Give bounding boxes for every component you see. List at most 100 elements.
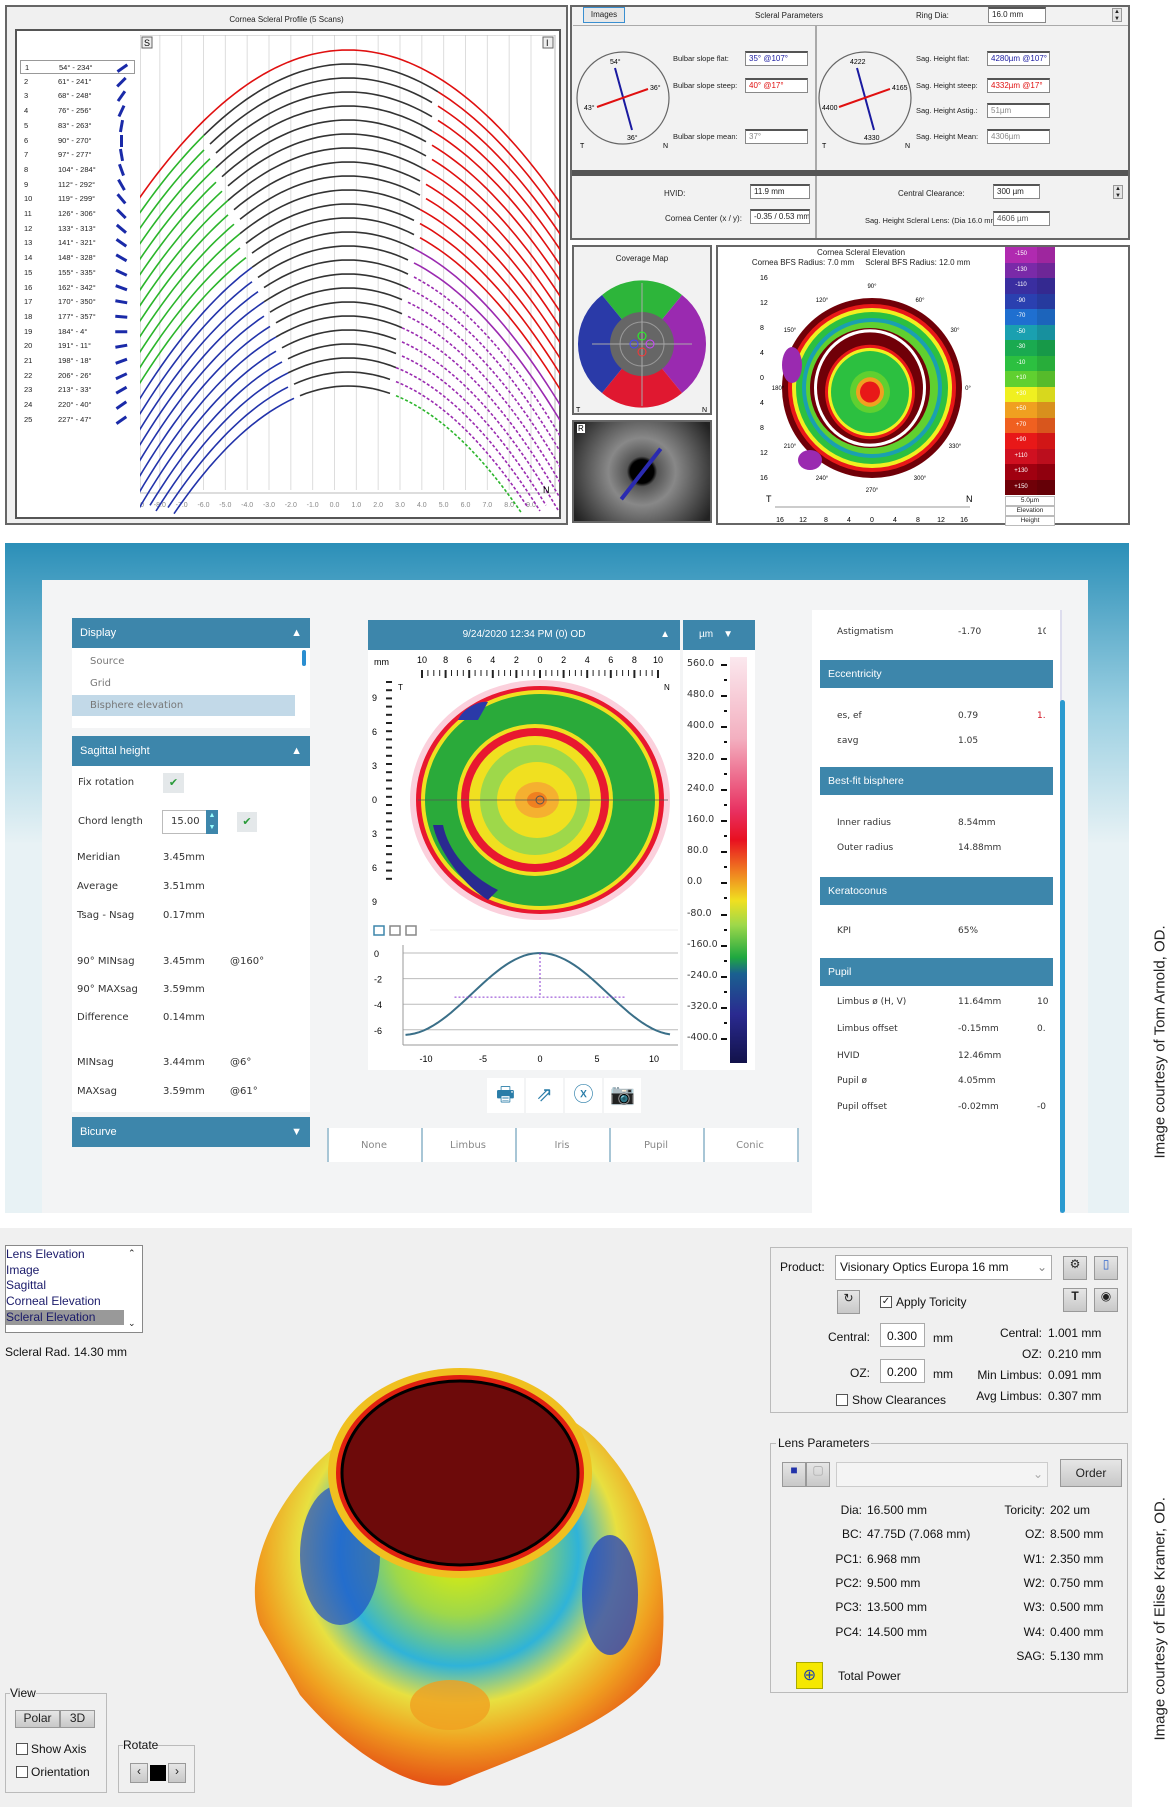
map-type-item[interactable]: Lens Elevation bbox=[6, 1247, 85, 1261]
collapse-icon: ▲ bbox=[660, 629, 670, 640]
unit-dropdown[interactable]: µm ▼ bbox=[683, 620, 755, 650]
scan-row[interactable]: 9 112° - 292° bbox=[20, 178, 135, 192]
lens-parameters-combo[interactable]: ⌄ bbox=[836, 1462, 1048, 1487]
rotate-left-button[interactable]: ‹ bbox=[130, 1763, 148, 1783]
order-button[interactable]: Order bbox=[1060, 1459, 1122, 1487]
list-scroll-up[interactable]: ⌃ bbox=[128, 1248, 136, 1258]
overlay-tab[interactable]: Iris bbox=[554, 1140, 570, 1151]
camera-button[interactable]: 📷 bbox=[604, 1078, 641, 1113]
scan-row[interactable]: 25 227° - 47° bbox=[20, 413, 135, 427]
sag-field[interactable]: 4306µm bbox=[987, 129, 1050, 144]
images-button[interactable]: Images bbox=[583, 7, 625, 23]
pupil-header[interactable]: Pupil bbox=[820, 958, 1053, 986]
bulbar-field[interactable]: 35° @107° bbox=[745, 51, 808, 66]
map-type-item[interactable]: Sagittal bbox=[6, 1278, 47, 1293]
scan-row[interactable]: 1 54° - 234° bbox=[20, 60, 135, 74]
scan-list[interactable]: 1 54° - 234° 2 61° - 241° 3 68° - 248° 4 76° - … bbox=[20, 60, 135, 435]
hvid-input[interactable]: 11.9 mm bbox=[750, 184, 810, 199]
central-input[interactable]: 0.300 bbox=[880, 1323, 925, 1347]
display-item[interactable]: Grid bbox=[90, 678, 111, 689]
overlay-tab[interactable]: None bbox=[360, 1140, 388, 1151]
total-power-button[interactable]: ⊕ bbox=[796, 1662, 823, 1689]
scan-row[interactable]: 11 126° - 306° bbox=[20, 207, 135, 221]
scan-row[interactable]: 10 119° - 299° bbox=[20, 192, 135, 206]
scan-row[interactable]: 21 198° - 18° bbox=[20, 354, 135, 368]
product-select[interactable]: Visionary Optics Europa 16 mm ⌄ bbox=[835, 1255, 1052, 1280]
refresh-button[interactable]: ↻ bbox=[837, 1290, 860, 1314]
ecc-header[interactable]: Eccentricity bbox=[820, 660, 1053, 688]
scan-row[interactable]: 17 170° - 350° bbox=[20, 295, 135, 309]
scan-row[interactable]: 4 76° - 256° bbox=[20, 104, 135, 118]
scan-row[interactable]: 5 83° - 263° bbox=[20, 119, 135, 133]
rotate-right-button[interactable]: › bbox=[168, 1763, 186, 1783]
sag-lens-input[interactable]: 4606 µm bbox=[993, 211, 1050, 226]
ring-dia-spinner[interactable]: ▲ ▼ bbox=[1112, 8, 1122, 22]
sag-field[interactable]: 4280µm @107° bbox=[987, 51, 1050, 66]
overlay-tab[interactable]: Pupil bbox=[643, 1140, 669, 1151]
3d-button[interactable]: 3D bbox=[60, 1710, 95, 1728]
scan-row[interactable]: 2 61° - 241° bbox=[20, 75, 135, 89]
scan-row[interactable]: 8 104° - 284° bbox=[20, 163, 135, 177]
right-scrollbar[interactable] bbox=[1060, 700, 1065, 1213]
list-scroll-down[interactable]: ⌄ bbox=[128, 1318, 136, 1328]
scan-row[interactable]: 22 206° - 26° bbox=[20, 369, 135, 383]
display-scrollbar[interactable] bbox=[302, 650, 306, 666]
scan-row[interactable]: 15 155° - 335° bbox=[20, 266, 135, 280]
scan-row[interactable]: 14 148° - 328° bbox=[20, 251, 135, 265]
eye-view-button[interactable]: ◉ bbox=[1094, 1288, 1118, 1312]
scan-row[interactable]: 7 97° - 277° bbox=[20, 148, 135, 162]
scan-row[interactable]: 16 162° - 342° bbox=[20, 281, 135, 295]
metric-extra: -0 bbox=[1037, 1102, 1046, 1112]
scan-row[interactable]: 23 213° - 33° bbox=[20, 383, 135, 397]
sagittal-height-header[interactable]: Sagittal height ▲ bbox=[72, 736, 310, 766]
central-clearance-input[interactable]: 300 µm bbox=[993, 184, 1040, 199]
show-axis-checkbox[interactable] bbox=[16, 1743, 28, 1755]
scan-row[interactable]: 13 141° - 321° bbox=[20, 236, 135, 250]
scan-row[interactable]: 6 90° - 270° bbox=[20, 134, 135, 148]
lens-library-button[interactable]: ⚙ bbox=[1063, 1256, 1087, 1280]
export-button[interactable]: ⇗ bbox=[526, 1078, 563, 1113]
scan-row[interactable]: 3 68° - 248° bbox=[20, 89, 135, 103]
new-document-button[interactable]: ▯ bbox=[1094, 1256, 1118, 1280]
close-button[interactable]: ⓧ bbox=[565, 1078, 602, 1113]
profile-title: Cornea Scleral Profile (5 Scans) bbox=[229, 15, 344, 24]
scan-row[interactable]: 24 220° - 40° bbox=[20, 398, 135, 412]
scan-row[interactable]: 18 177° - 357° bbox=[20, 310, 135, 324]
fix-rotation-checkbox[interactable]: ✔ bbox=[163, 773, 184, 793]
chord-length-spinner[interactable]: ▲ ▼ bbox=[206, 810, 218, 834]
orientation-checkbox[interactable] bbox=[16, 1766, 28, 1778]
scan-row[interactable]: 12 133° - 313° bbox=[20, 222, 135, 236]
overlay-tab[interactable]: Limbus bbox=[450, 1140, 486, 1151]
chord-length-input[interactable]: 15.00 bbox=[162, 810, 210, 834]
sag-field[interactable]: 4332µm @17° bbox=[987, 78, 1050, 93]
bulbar-field[interactable]: 37° bbox=[745, 129, 808, 144]
polar-button[interactable]: Polar bbox=[15, 1710, 60, 1728]
central-clearance-spinner[interactable]: ▲ ▼ bbox=[1113, 185, 1123, 199]
scan-row[interactable]: 19 184° - 4° bbox=[20, 325, 135, 339]
save-icon[interactable]: ■ bbox=[782, 1462, 806, 1487]
toricity-button[interactable]: T bbox=[1063, 1288, 1087, 1312]
overlay-tab[interactable]: Conic bbox=[736, 1140, 764, 1151]
bulbar-field[interactable]: 40° @17° bbox=[745, 78, 808, 93]
oz-input[interactable]: 0.200 bbox=[880, 1359, 925, 1383]
display-item[interactable]: Source bbox=[90, 656, 125, 667]
map-header[interactable]: 9/24/2020 12:34 PM (0) OD ▲ bbox=[368, 620, 680, 650]
scan-row[interactable]: 20 191° - 11° bbox=[20, 339, 135, 353]
display-header[interactable]: Display ▲ bbox=[72, 618, 310, 648]
map-type-item[interactable]: Image bbox=[6, 1262, 40, 1277]
rotate-stop-button[interactable] bbox=[150, 1765, 166, 1781]
print-button[interactable]: 🖶 bbox=[487, 1078, 524, 1113]
bicurve-header[interactable]: Bicurve ▼ bbox=[72, 1117, 310, 1147]
cornea-center-input[interactable]: -0.35 / 0.53 mm bbox=[750, 209, 810, 224]
display-item[interactable]: Bisphere elevation bbox=[72, 695, 295, 716]
map-type-item[interactable]: Scleral Elevation bbox=[6, 1309, 124, 1325]
apply-toricity-checkbox[interactable]: ✓ bbox=[880, 1296, 892, 1308]
chord-length-checkbox[interactable]: ✔ bbox=[237, 812, 257, 832]
copy-icon[interactable]: ▢ bbox=[806, 1462, 830, 1487]
bfb-header[interactable]: Best-fit bisphere bbox=[820, 767, 1053, 795]
map-type-item[interactable]: Corneal Elevation bbox=[6, 1294, 101, 1309]
show-clearances-checkbox[interactable] bbox=[836, 1394, 848, 1406]
ring-dia-input[interactable]: 16.0 mm bbox=[988, 7, 1046, 23]
kc-header[interactable]: Keratoconus bbox=[820, 877, 1053, 905]
sag-field[interactable]: 51µm bbox=[987, 103, 1050, 118]
